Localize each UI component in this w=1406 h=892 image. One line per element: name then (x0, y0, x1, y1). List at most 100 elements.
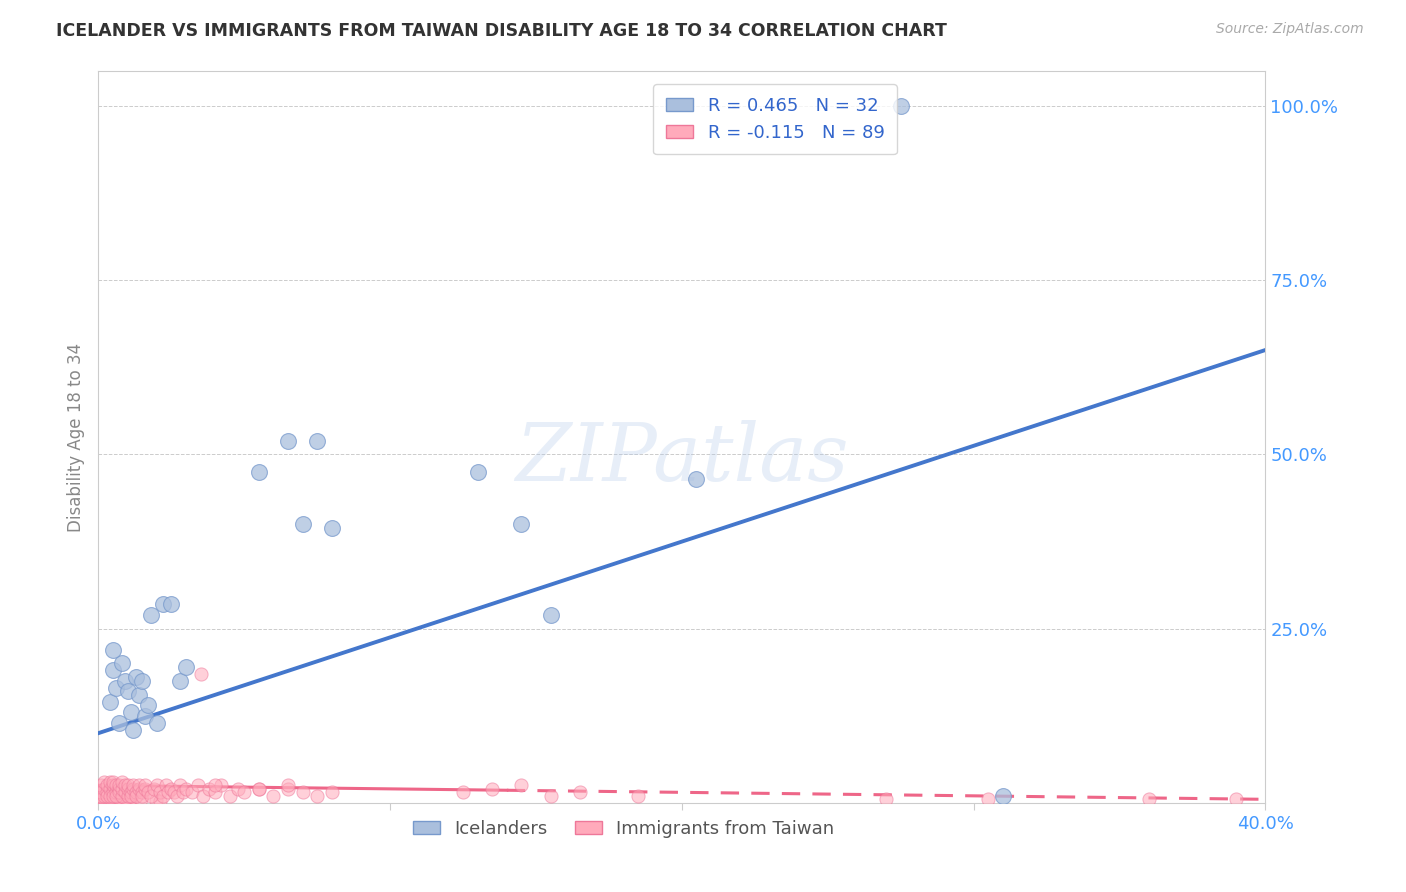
Point (90, 785, 112, 799)
Point (321, 785, 343, 799)
Point (93, 795, 115, 809)
Point (94, 793, 117, 807)
Point (122, 781, 145, 796)
Point (93, 788, 115, 802)
Point (93, 788, 115, 802)
Point (111, 775, 134, 789)
Point (112, 788, 135, 802)
Point (96, 791, 118, 805)
Point (108, 785, 131, 799)
Point (262, 789, 284, 803)
Point (1137, 792, 1160, 806)
Point (90, 789, 112, 804)
Point (540, 789, 562, 803)
Point (91, 794, 114, 808)
Point (122, 778, 145, 792)
Point (136, 698, 159, 713)
Point (90, 783, 112, 797)
Point (139, 607, 162, 622)
Point (107, 794, 129, 808)
Point (890, 99, 912, 113)
Point (120, 789, 142, 803)
Point (98, 791, 121, 805)
Point (145, 793, 167, 807)
Point (291, 785, 314, 799)
Point (93, 789, 115, 803)
Point (114, 673, 136, 688)
Point (180, 785, 202, 799)
Legend: Icelanders, Immigrants from Taiwan: Icelanders, Immigrants from Taiwan (405, 813, 842, 845)
Point (117, 778, 139, 792)
Point (101, 789, 124, 803)
Point (166, 789, 188, 803)
Point (98, 789, 121, 803)
Point (155, 778, 177, 792)
Point (131, 785, 153, 799)
Text: Source: ZipAtlas.com: Source: ZipAtlas.com (1216, 22, 1364, 37)
Point (93, 787, 115, 801)
Point (101, 642, 124, 657)
Point (111, 789, 134, 803)
Point (98, 795, 121, 809)
Point (101, 795, 124, 809)
Point (117, 684, 139, 698)
Point (160, 597, 183, 611)
Point (451, 785, 474, 799)
Point (89, 794, 111, 808)
Point (101, 784, 124, 798)
Point (128, 778, 150, 792)
Point (97, 786, 120, 800)
Point (89, 789, 111, 803)
Point (122, 723, 145, 737)
Point (117, 789, 139, 803)
Point (114, 778, 136, 792)
Point (134, 781, 156, 796)
Point (198, 781, 221, 796)
Point (96, 790, 118, 805)
Point (174, 781, 197, 796)
Point (277, 434, 299, 448)
Point (247, 781, 270, 796)
Point (104, 786, 127, 800)
Point (104, 681, 127, 695)
Point (96, 789, 118, 803)
Point (187, 778, 209, 792)
Point (98, 786, 121, 800)
Point (128, 688, 150, 702)
Point (204, 778, 226, 792)
Point (125, 785, 148, 799)
Point (174, 660, 197, 674)
Point (97, 783, 120, 797)
Point (172, 785, 194, 799)
Point (120, 785, 142, 799)
Point (510, 778, 533, 792)
Point (108, 778, 131, 792)
Point (307, 789, 329, 803)
Point (875, 792, 897, 806)
Point (169, 673, 191, 688)
Point (100, 785, 122, 799)
Point (96, 778, 118, 792)
Point (105, 791, 128, 805)
Point (89, 788, 111, 802)
Y-axis label: Disability Age 18 to 34: Disability Age 18 to 34 (66, 343, 84, 532)
Point (105, 794, 128, 808)
Point (91, 791, 114, 805)
Point (93, 781, 115, 796)
Point (103, 793, 125, 807)
Point (101, 792, 124, 806)
Point (117, 781, 139, 796)
Point (277, 781, 299, 796)
Point (107, 788, 129, 802)
Point (105, 791, 128, 805)
Point (134, 778, 156, 792)
Point (96, 785, 118, 799)
Point (115, 786, 138, 800)
Point (96, 789, 118, 803)
Point (467, 465, 489, 479)
Point (136, 785, 159, 799)
Point (90, 793, 112, 807)
Point (91, 791, 114, 805)
Point (104, 795, 127, 809)
Point (627, 789, 650, 803)
